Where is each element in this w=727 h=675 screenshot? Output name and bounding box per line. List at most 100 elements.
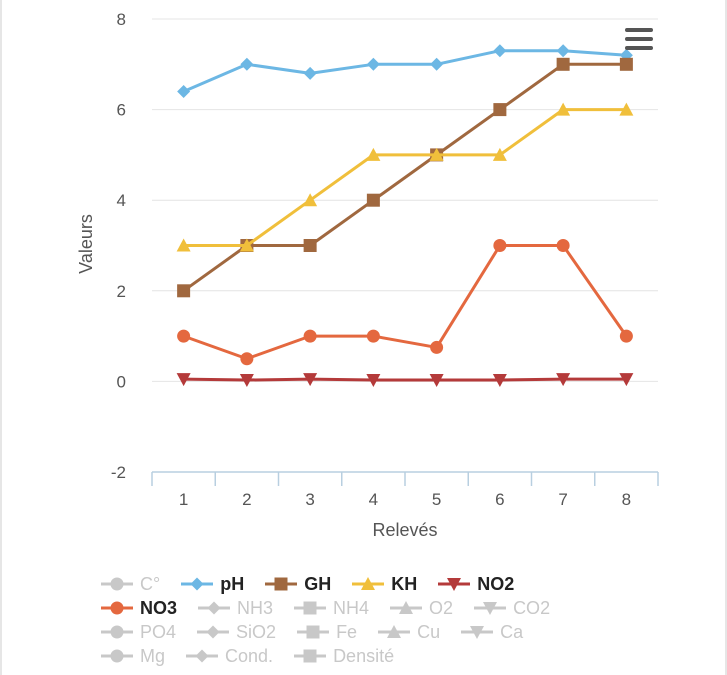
y-tick-label: 0 <box>117 372 126 391</box>
x-tick-label: 2 <box>242 490 251 509</box>
legend-item-nh3[interactable]: NH3 <box>197 596 293 620</box>
legend-marker <box>303 601 317 615</box>
series-line-no3 <box>183 244 628 361</box>
data-point-gh <box>493 103 507 117</box>
square-icon <box>294 601 327 615</box>
legend-marker <box>110 577 124 591</box>
diamond-icon <box>197 625 230 639</box>
legend-row: NO3 NH3 NH4 O2 CO2 <box>100 596 700 620</box>
hamburger-icon <box>625 28 653 32</box>
data-point-kh <box>239 238 254 252</box>
legend-item-nh4[interactable]: NH4 <box>293 596 389 620</box>
legend-marker <box>195 649 209 663</box>
legend-item-co2[interactable]: CO2 <box>473 596 570 620</box>
legend-label: NO2 <box>477 573 515 594</box>
legend-row: C° pH GH KH NO2 <box>100 572 700 596</box>
data-point-kh <box>492 147 507 161</box>
circle-icon <box>101 625 133 639</box>
x-tick-label: 3 <box>305 490 314 509</box>
legend-item-no2[interactable]: NO2 <box>437 572 534 596</box>
legend-marker <box>483 602 498 615</box>
data-point-no3 <box>303 329 317 343</box>
x-tick-label: 5 <box>432 490 441 509</box>
legend-label: CO2 <box>513 597 551 618</box>
x-tick-label: 8 <box>622 490 631 509</box>
legend-marker <box>274 577 288 591</box>
x-tick-label: 1 <box>179 490 188 509</box>
square-icon <box>294 649 327 663</box>
series-line-gh <box>182 62 627 293</box>
legend-item-densit[interactable]: Densité <box>293 644 414 668</box>
legend-item-gh[interactable]: GH <box>264 572 351 596</box>
legend-label: Mg <box>140 645 166 666</box>
square-icon <box>265 577 298 591</box>
legend-item-sio2[interactable]: SiO2 <box>196 620 296 644</box>
legend-item-o2[interactable]: O2 <box>389 596 473 620</box>
legend: C° pH GH KH NO2 NO3 NH3 NH4 O2 CO2 PO4 SiO2 Fe Cu Ca Mg… <box>100 572 700 668</box>
series-line-kh <box>183 108 627 247</box>
y-tick-label: 8 <box>117 10 126 29</box>
diamond-icon <box>181 577 214 591</box>
series-no2 <box>176 373 634 388</box>
legend-label: KH <box>391 573 418 594</box>
series-no3 <box>177 239 633 366</box>
x-tick-label: 4 <box>369 490 378 509</box>
legend-marker <box>447 578 462 591</box>
legend-marker <box>399 601 414 614</box>
legend-row: PO4 SiO2 Fe Cu Ca <box>100 620 700 644</box>
legend-marker <box>110 625 124 639</box>
legend-label: PO4 <box>140 621 177 642</box>
legend-label: Cu <box>417 621 441 642</box>
square-icon <box>297 625 330 639</box>
data-point-gh <box>556 57 570 71</box>
triangle-icon <box>390 601 423 614</box>
data-point-no2 <box>556 373 571 387</box>
legend-label: SiO2 <box>236 621 277 642</box>
data-point-ph <box>493 44 507 58</box>
y-tick-label: 6 <box>117 101 126 120</box>
page-border-right <box>725 0 727 675</box>
legend-item-kh[interactable]: KH <box>351 572 437 596</box>
legend-marker <box>110 601 124 615</box>
line-chart: -2 0 2 4 6 8 1 2 3 4 5 6 7 8 Relevés Valeurs <box>76 10 659 540</box>
legend-item-cu[interactable]: Cu <box>377 620 460 644</box>
legend-item-ca[interactable]: Ca <box>460 620 543 644</box>
triangle-icon <box>378 625 411 638</box>
legend-item-mg[interactable]: Mg <box>100 644 185 668</box>
data-point-no3 <box>177 329 191 343</box>
hamburger-icon-bar <box>625 46 653 50</box>
legend-label: Ca <box>500 621 524 642</box>
y-tick-label: -2 <box>111 463 126 482</box>
legend-label: pH <box>220 573 245 594</box>
data-point-no2 <box>429 374 444 388</box>
hamburger-icon-bar <box>625 37 653 41</box>
legend-marker <box>206 625 220 639</box>
legend-item-no3[interactable]: NO3 <box>100 596 197 620</box>
triangle-down-icon <box>474 602 507 615</box>
data-point-no3 <box>556 239 570 252</box>
data-point-kh <box>303 193 318 207</box>
series-kh <box>176 102 634 252</box>
data-point-no3 <box>240 352 254 366</box>
data-point-kh <box>429 147 444 161</box>
legend-item-cond[interactable]: Cond. <box>185 644 293 668</box>
data-point-ph <box>240 57 254 71</box>
legend-item-po4[interactable]: PO4 <box>100 620 196 644</box>
legend-label: NO3 <box>140 597 178 618</box>
legend-item-ph[interactable]: pH <box>180 572 264 596</box>
data-point-ph <box>177 84 191 98</box>
circle-icon <box>101 649 133 663</box>
diamond-icon <box>186 649 219 663</box>
data-point-ph <box>303 66 317 80</box>
legend-item-fe[interactable]: Fe <box>296 620 377 644</box>
data-point-kh <box>176 238 191 252</box>
x-axis-label: Relevés <box>372 520 437 540</box>
y-axis-label: Valeurs <box>76 214 96 274</box>
data-point-kh <box>619 102 634 116</box>
chart-menu-button[interactable] <box>620 24 658 58</box>
legend-row: Mg Cond. Densité <box>100 644 700 668</box>
legend-marker <box>306 625 320 639</box>
legend-marker <box>361 577 376 590</box>
legend-item-c[interactable]: C° <box>100 572 180 596</box>
series-ph <box>177 44 633 98</box>
